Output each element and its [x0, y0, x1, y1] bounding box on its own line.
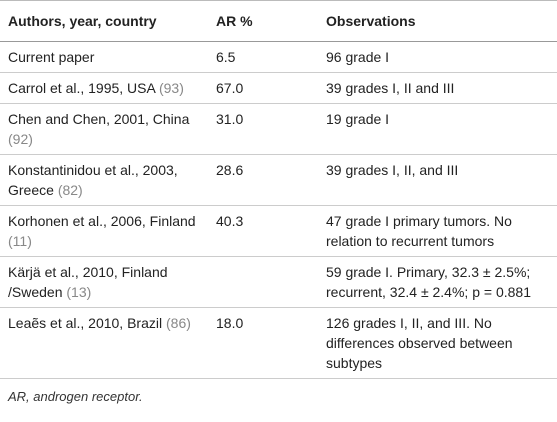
author-cell: Carrol et al., 1995, USA (93)	[0, 72, 208, 104]
header-row: Authors, year, country AR % Observations	[0, 0, 557, 42]
author-cell: Chen and Chen, 2001, China (92)	[0, 103, 208, 155]
author-cell: Current paper	[0, 41, 208, 73]
observations-cell: 96 grade I	[318, 41, 557, 73]
author-cell: Konstantinidou et al., 2003, Greece (82)	[0, 154, 208, 206]
observations-cell: 126 grades I, II, and III. No difference…	[318, 307, 557, 379]
ar-cell: 6.5	[208, 41, 318, 73]
table-row: Leaẽs et al., 2010, Brazil (86) 18.0 126 g…	[0, 307, 557, 379]
table-row: Kärjä et al., 2010, Finland /Sweden (13)…	[0, 256, 557, 308]
ar-cell: 31.0	[208, 103, 318, 155]
author-cell: Kärjä et al., 2010, Finland /Sweden (13)	[0, 256, 208, 308]
table-row: Current paper 6.5 96 grade I	[0, 41, 557, 73]
reference: (11)	[8, 233, 32, 249]
observations-cell: 47 grade I primary tumors. No relation t…	[318, 205, 557, 257]
observations-cell: 19 grade I	[318, 103, 557, 155]
observations-cell: 39 grades I, II and III	[318, 72, 557, 104]
table-header: Authors, year, country AR % Observations	[0, 0, 557, 42]
author: Korhonen et al., 2006, Finland	[8, 213, 196, 229]
ar-cell: 18.0	[208, 307, 318, 379]
data-table: Authors, year, country AR % Observations C…	[0, 0, 557, 379]
table-row: Konstantinidou et al., 2003, Greece (82)…	[0, 154, 557, 206]
author: Chen and Chen, 2001, China	[8, 111, 190, 127]
reference: (93)	[158, 80, 184, 96]
author: Carrol et al., 1995, USA	[8, 80, 156, 96]
author: Leaẽs et al., 2010, Brazil	[8, 315, 163, 331]
table-row: Carrol et al., 1995, USA (93) 67.0 39 grad…	[0, 72, 557, 104]
author-cell: Korhonen et al., 2006, Finland (11)	[0, 205, 208, 257]
column-header: AR %	[208, 0, 318, 42]
ar-cell: 67.0	[208, 72, 318, 104]
table-row: Korhonen et al., 2006, Finland (11) 40.3 4…	[0, 205, 557, 257]
reference: (86)	[166, 315, 191, 331]
column-header: Authors, year, country	[0, 0, 208, 42]
reference: (13)	[66, 284, 92, 300]
ar-cell	[208, 256, 318, 308]
author-cell: Leaẽs et al., 2010, Brazil (86)	[0, 307, 208, 379]
table-row: Chen and Chen, 2001, China (92) 31.0 19 gr…	[0, 103, 557, 155]
author: Konstantinidou et al., 2003, Greece	[8, 162, 178, 198]
reference: (82)	[57, 182, 83, 198]
observations-cell: 59 grade I. Primary, 32.3 ± 2.5%; recurr…	[318, 256, 557, 308]
footnote: AR, androgen receptor.	[8, 389, 143, 404]
observations-cell: 39 grades I, II, and III	[318, 154, 557, 206]
author: Current paper	[8, 49, 95, 65]
table-body: Current paper 6.5 96 grade I Carrol et al.,…	[0, 41, 557, 379]
ar-cell: 40.3	[208, 205, 318, 257]
reference: (92)	[8, 131, 33, 147]
ar-cell: 28.6	[208, 154, 318, 206]
column-header: Observations	[318, 0, 557, 42]
author: Kärjä et al., 2010, Finland /Sweden	[8, 264, 168, 300]
